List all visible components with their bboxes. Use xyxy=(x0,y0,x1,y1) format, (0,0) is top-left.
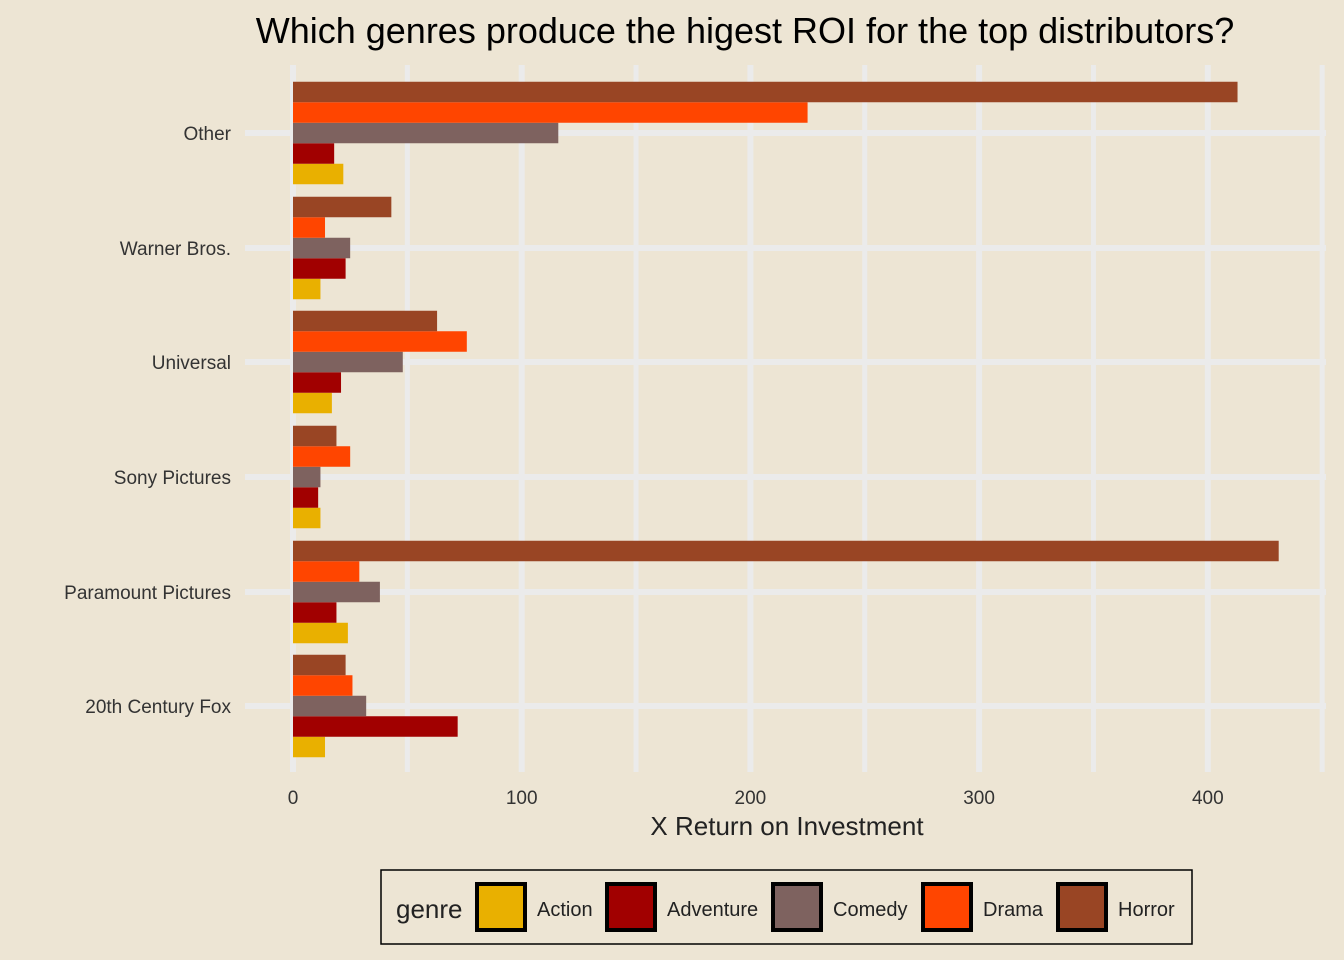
bar-adventure-universal xyxy=(293,372,342,393)
category-label: Universal xyxy=(152,353,231,374)
category-label: Sony Pictures xyxy=(114,468,231,489)
bar-comedy-warner-bros xyxy=(293,237,351,259)
bar-drama-universal xyxy=(293,331,467,352)
bar-comedy-20th-century-fox xyxy=(293,695,367,717)
bar-horror-20th-century-fox xyxy=(293,654,346,676)
x-tick-labels: 0 100 200 300 400 xyxy=(288,788,1224,809)
bar-adventure-sony-pictures xyxy=(293,487,319,508)
x-tick-label: 200 xyxy=(735,788,767,809)
x-tick-label: 300 xyxy=(963,788,995,809)
category-label: Other xyxy=(183,124,231,145)
legend-key-comedy xyxy=(771,882,823,932)
bar-adventure-warner-bros xyxy=(293,258,346,279)
bar-action-20th-century-fox xyxy=(293,736,326,758)
bar-comedy-universal xyxy=(293,351,403,373)
legend-title: genre xyxy=(396,894,463,924)
x-axis-title: X Return on Investment xyxy=(650,811,924,841)
bar-horror-other xyxy=(293,81,1238,103)
bar-drama-paramount-pictures xyxy=(293,561,360,582)
legend-key-adventure xyxy=(605,882,657,932)
x-tick-label: 0 xyxy=(288,788,299,809)
legend-label-drama: Drama xyxy=(983,899,1044,921)
legend-key-drama xyxy=(921,882,973,932)
bar-action-paramount-pictures xyxy=(293,622,348,644)
bar-horror-universal xyxy=(293,310,438,332)
legend-label-horror: Horror xyxy=(1118,899,1175,921)
category-label: Warner Bros. xyxy=(120,239,231,260)
bar-adventure-20th-century-fox xyxy=(293,716,458,737)
bar-comedy-sony-pictures xyxy=(293,466,321,488)
bar-action-sony-pictures xyxy=(293,507,321,529)
bar-drama-other xyxy=(293,102,808,123)
category-label: 20th Century Fox xyxy=(85,697,231,718)
legend-label-adventure: Adventure xyxy=(667,899,758,921)
bars xyxy=(293,81,1279,758)
legend: genre Action Adventure Comedy Drama Horror xyxy=(380,869,1193,945)
chart-title: Which genres produce the higest ROI for … xyxy=(256,10,1235,51)
legend-label-action: Action xyxy=(537,899,593,921)
bar-drama-sony-pictures xyxy=(293,446,351,467)
bar-horror-warner-bros xyxy=(293,196,392,218)
bar-action-warner-bros xyxy=(293,278,321,300)
bar-comedy-other xyxy=(293,122,559,144)
bar-drama-warner-bros xyxy=(293,217,326,238)
bar-drama-20th-century-fox xyxy=(293,675,353,696)
x-tick-label: 100 xyxy=(506,788,538,809)
bar-horror-sony-pictures xyxy=(293,425,337,447)
bar-adventure-paramount-pictures xyxy=(293,602,337,623)
legend-box xyxy=(380,869,1193,945)
x-tick-label: 400 xyxy=(1192,788,1224,809)
bar-adventure-other xyxy=(293,143,335,164)
bar-action-universal xyxy=(293,392,332,414)
category-labels: 20th Century Fox Paramount Pictures Sony P… xyxy=(64,124,232,718)
legend-items: Action Adventure Comedy Drama Horror xyxy=(475,882,1175,932)
legend-key-action xyxy=(475,882,527,932)
legend-label-comedy: Comedy xyxy=(833,899,907,921)
bar-horror-paramount-pictures xyxy=(293,540,1279,562)
legend-key-horror xyxy=(1056,882,1108,932)
category-label: Paramount Pictures xyxy=(64,583,231,604)
bar-comedy-paramount-pictures xyxy=(293,581,380,603)
bar-action-other xyxy=(293,163,344,185)
